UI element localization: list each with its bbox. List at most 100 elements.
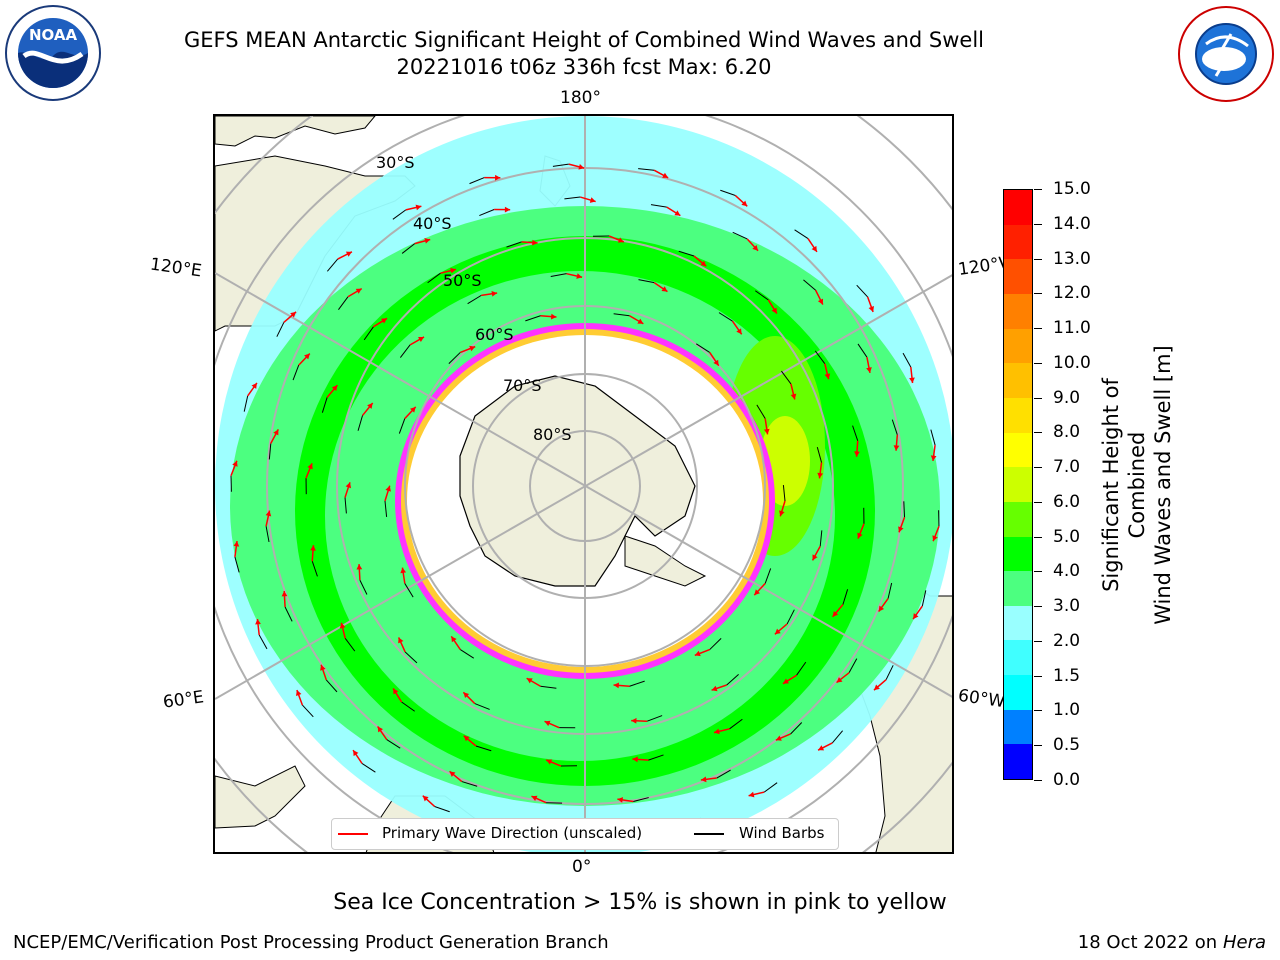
colorbar-segment — [1004, 640, 1032, 676]
wave-arrow-head — [304, 353, 310, 360]
wind-barb — [891, 419, 898, 435]
colorbar-tick-label: 9.0 — [1053, 387, 1081, 408]
lat-label-70s: 70°S — [503, 376, 542, 395]
wind-barb — [344, 638, 356, 652]
wind-barb — [763, 782, 778, 793]
wave-arrow-head — [752, 244, 759, 251]
wave-arrow-head — [674, 210, 681, 216]
wind-barb — [284, 606, 293, 622]
wave-arrow-head — [748, 791, 755, 798]
sea-ice-caption: Sea Ice Concentration > 15% is shown in … — [333, 890, 947, 915]
wave-arrow-head — [589, 197, 596, 203]
wind-barb — [831, 730, 844, 744]
wind-barb — [646, 715, 663, 722]
wave-arrow-head — [782, 678, 789, 684]
colorbar-segment — [1004, 259, 1032, 295]
wind-barb — [276, 322, 285, 337]
wave-arrow-head — [418, 336, 425, 343]
wave-arrow-head — [613, 682, 620, 689]
wind-barb — [816, 446, 823, 463]
wave-arrow-head — [526, 678, 533, 684]
wind-barb — [448, 352, 461, 364]
wind-barb — [392, 209, 407, 220]
wind-barb — [638, 168, 655, 171]
colorbar-segment — [1004, 571, 1032, 606]
wind-barb — [401, 701, 415, 712]
wave-arrow-head — [913, 613, 919, 620]
wave-arrow-head — [898, 526, 904, 533]
wave-arrow-head — [255, 619, 261, 625]
wind-barb — [782, 485, 786, 502]
wind-barb — [718, 312, 733, 322]
wind-barb — [732, 231, 748, 240]
wind-barb — [475, 745, 492, 752]
polar-map — [215, 116, 952, 852]
wave-arrow-head — [450, 267, 456, 274]
wind-barb — [386, 739, 401, 749]
colorbar-tick-label: 10.0 — [1053, 352, 1091, 373]
wave-arrow-head — [763, 428, 770, 435]
wave-arrow-head — [469, 345, 476, 352]
colorbar-tick — [1034, 258, 1042, 260]
wind-barb — [842, 589, 849, 605]
wave-arrow-head — [637, 318, 644, 324]
wind-barb — [404, 651, 418, 664]
wave-arrow-head — [532, 239, 538, 246]
wind-barb — [781, 370, 792, 385]
colorbar-tick — [1034, 189, 1042, 190]
colorbar-tick-label: 8.0 — [1053, 422, 1081, 443]
wave-arrow-head — [422, 795, 429, 802]
wind-barb — [469, 177, 485, 185]
wave-arrow-head — [836, 677, 843, 683]
wave-arrow-head — [736, 328, 742, 335]
wave-arrow-head — [790, 393, 797, 400]
wave-arrow-head — [544, 720, 551, 727]
wind-barb — [361, 762, 376, 773]
wave-arrow-head — [754, 589, 760, 596]
lat-label-50s: 50°S — [443, 271, 482, 290]
wave-arrow-head — [310, 545, 316, 551]
wind-barb — [460, 649, 475, 659]
wave-arrow-head — [353, 750, 359, 757]
wave-arrow-head — [296, 690, 302, 696]
wind-barb — [852, 425, 859, 441]
colorbar-tick-label: 3.0 — [1053, 596, 1081, 617]
wind-barb — [363, 326, 374, 341]
wind-barb — [326, 258, 339, 272]
wind-barb — [564, 196, 581, 200]
wind-barb — [726, 673, 739, 686]
colorbar-tick — [1034, 467, 1042, 469]
wave-arrow-head — [232, 460, 238, 467]
wind-barb — [525, 315, 541, 322]
wave-arrow-head — [713, 359, 719, 366]
colorbar-tick-label: 1.0 — [1053, 700, 1081, 721]
colorbar-tick-label: 13.0 — [1053, 248, 1091, 269]
wind-barb — [790, 722, 803, 735]
wind-barb — [755, 290, 769, 301]
wind-barb — [720, 189, 736, 196]
wave-arrow-head — [741, 200, 748, 207]
wave-arrow-head — [857, 532, 863, 539]
colorbar-tick — [1034, 536, 1042, 538]
colorbar-segment — [1004, 190, 1032, 225]
wind-barb — [474, 703, 490, 710]
lat-label-30s: 30°S — [376, 153, 415, 172]
wave-arrow-head — [377, 726, 383, 733]
lon-label-180: 180° — [560, 88, 601, 108]
wind-barb — [930, 429, 936, 446]
wave-arrow-head — [367, 403, 373, 409]
wave-arrow-head — [617, 237, 624, 243]
wave-arrow-head — [355, 288, 362, 294]
wave-arrow-head — [866, 367, 872, 373]
wind-barb — [234, 556, 240, 573]
wave-arrow-head — [632, 756, 638, 763]
wave-arrow-head — [775, 735, 782, 741]
lat-label-60s: 60°S — [475, 325, 514, 344]
colorbar-tick-label: 0.5 — [1053, 735, 1081, 756]
wind-barb — [803, 279, 816, 291]
wind-barb — [848, 658, 858, 673]
wave-arrow-head — [700, 776, 707, 783]
wind-barb — [292, 364, 300, 381]
wave-arrow-head — [265, 510, 272, 517]
wind-barb — [756, 404, 766, 419]
